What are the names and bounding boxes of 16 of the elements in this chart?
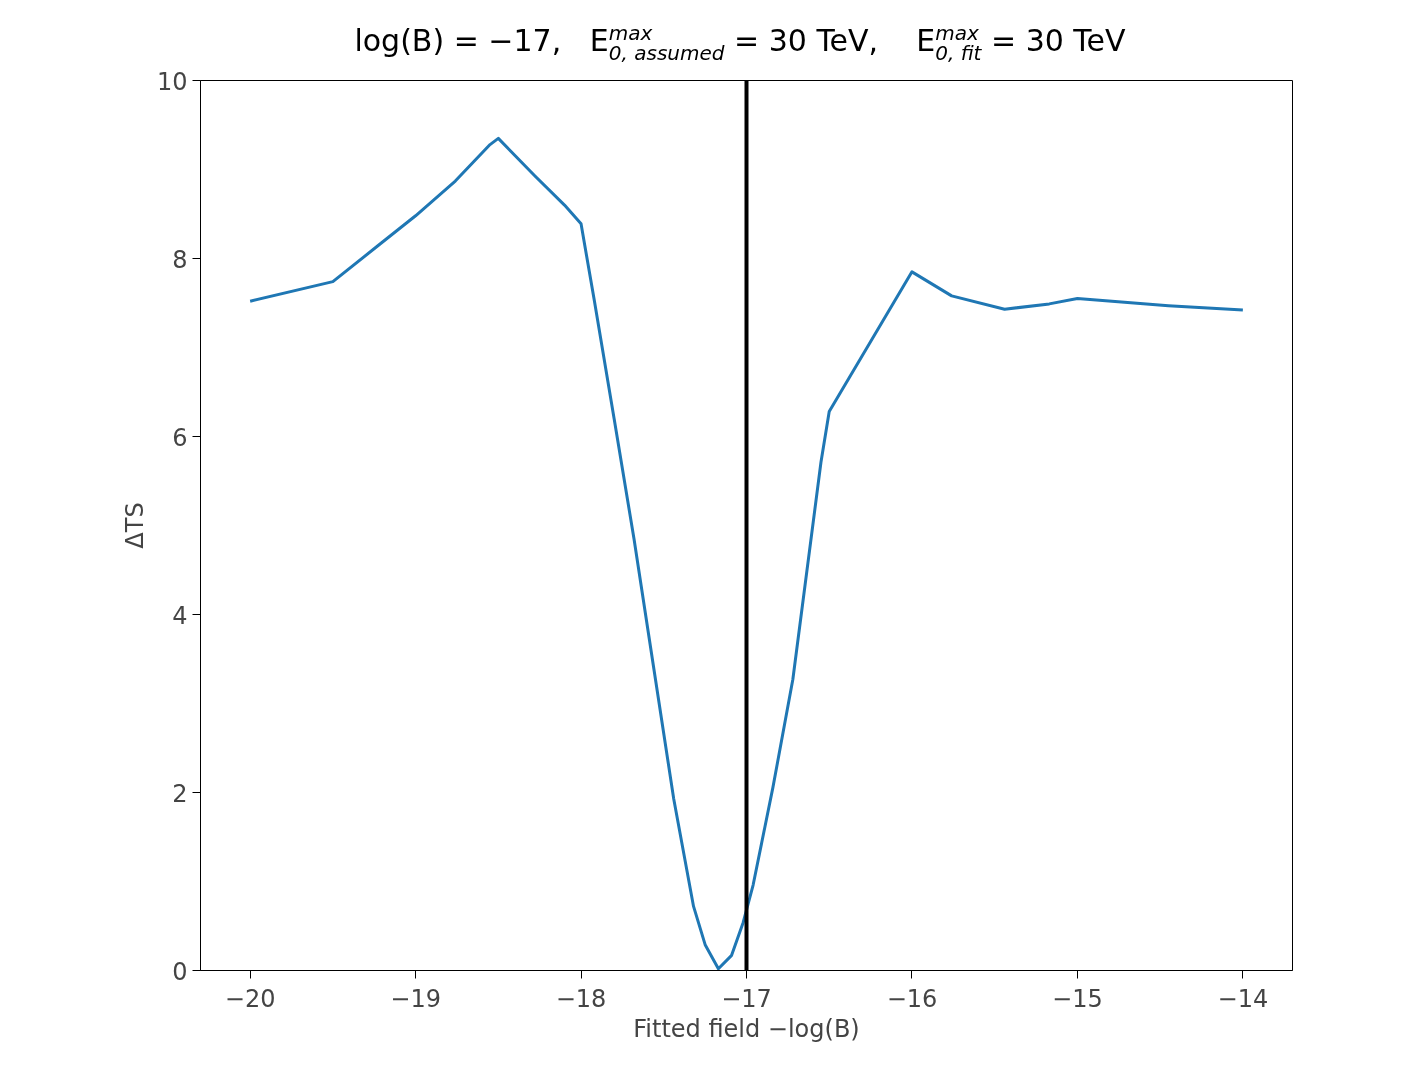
x-tick-label: −16 — [886, 984, 938, 1013]
y-tick-label: 10 — [156, 67, 188, 96]
x-tick-label: −19 — [390, 984, 441, 1013]
x-axis-title: Fitted field −log(B) — [633, 1014, 860, 1043]
y-tick-label: 0 — [172, 957, 188, 986]
x-tick-label: −20 — [224, 984, 276, 1013]
x-tick-label: −17 — [721, 984, 772, 1013]
x-tick-label: −14 — [1217, 984, 1269, 1013]
y-tick-label: 4 — [172, 601, 188, 630]
y-tick-label: 8 — [172, 245, 188, 274]
line-series — [248, 136, 1245, 971]
y-tick-label: 6 — [172, 423, 188, 452]
x-tick-label: −15 — [1052, 984, 1103, 1013]
x-tick-label: −18 — [555, 984, 607, 1013]
y-tick-label: 2 — [172, 779, 188, 808]
y-axis-title: ΔTS — [120, 502, 149, 549]
